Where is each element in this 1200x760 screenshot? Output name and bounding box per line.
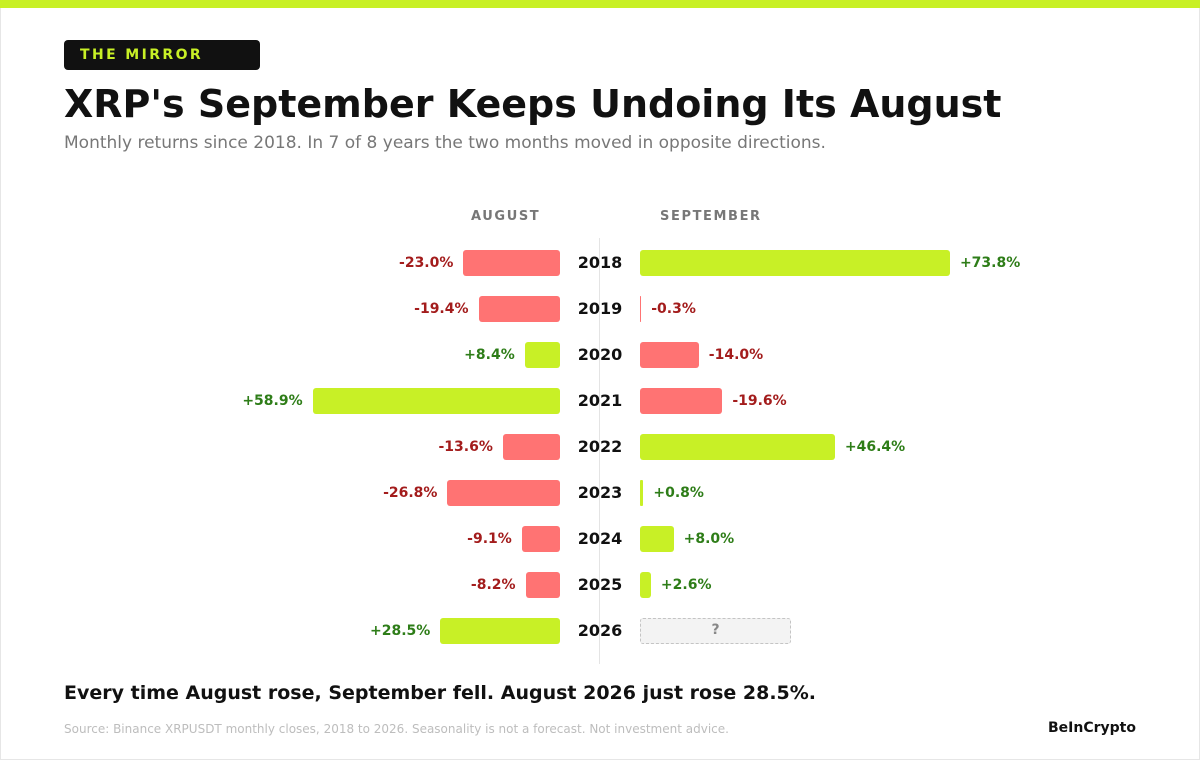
center-axis-line [599, 238, 600, 664]
september-value-2020: -14.0% [708, 347, 764, 363]
august-bar-2019 [478, 296, 560, 322]
august-value-2020: +8.4% [464, 347, 515, 363]
august-bar-2022 [502, 434, 560, 460]
august-value-2018: -23.0% [399, 255, 454, 271]
september-bar-2020 [640, 342, 699, 368]
august-value-2024: -9.1% [467, 531, 512, 547]
september-value-2021: -19.6% [732, 393, 787, 409]
year-label-2019: 2019 [577, 299, 623, 318]
august-bar-2025 [525, 572, 560, 598]
september-value-2025: +2.6% [660, 577, 712, 593]
august-value-2019: -19.4% [414, 301, 469, 317]
chart-subtitle: Monthly returns since 2018. In 7 of 8 ye… [64, 133, 826, 153]
august-bar-2018 [463, 250, 560, 276]
year-label-2020: 2020 [577, 345, 623, 364]
year-label-2025: 2025 [577, 575, 623, 594]
august-value-2023: -26.8% [383, 485, 438, 501]
key-takeaway: Every time August rose, September fell. … [64, 682, 817, 704]
september-value-2022: +46.4% [844, 439, 906, 455]
august-bar-2024 [521, 526, 560, 552]
year-label-2026: 2026 [577, 621, 623, 640]
chart-title: XRP's September Keeps Undoing Its August [64, 82, 1002, 126]
september-bar-2025 [640, 572, 651, 598]
year-label-2024: 2024 [577, 529, 623, 548]
source-note: Source: Binance XRPUSDT monthly closes, … [64, 722, 729, 736]
september-bar-2021 [640, 388, 723, 414]
column-header-august: AUGUST [471, 209, 541, 224]
year-label-2018: 2018 [577, 253, 623, 272]
september-value-2018: +73.8% [959, 255, 1021, 271]
accent-top-bar [0, 0, 1200, 8]
september-bar-2024 [640, 526, 674, 552]
year-label-2023: 2023 [577, 483, 623, 502]
august-value-2026: +28.5% [370, 623, 431, 639]
september-bar-2018 [640, 250, 950, 276]
september-bar-2022 [640, 434, 835, 460]
section-badge: THE MIRROR [64, 40, 260, 70]
august-value-2021: +58.9% [242, 393, 303, 409]
september-unknown-2026: ? [640, 618, 791, 644]
august-value-2025: -8.2% [470, 577, 516, 593]
september-value-2024: +8.0% [683, 531, 735, 547]
september-value-2019: -0.3% [651, 301, 696, 317]
september-value-2023: +0.8% [653, 485, 704, 501]
year-label-2022: 2022 [577, 437, 623, 456]
september-bar-2023 [640, 480, 644, 506]
year-label-2021: 2021 [577, 391, 623, 410]
august-bar-2021 [312, 388, 560, 414]
august-bar-2026 [440, 618, 560, 644]
brand-logo: BeInCrypto [1048, 720, 1136, 736]
september-bar-2019 [640, 296, 642, 322]
august-value-2022: -13.6% [438, 439, 493, 455]
column-header-september: SEPTEMBER [660, 209, 762, 224]
august-bar-2023 [447, 480, 560, 506]
august-bar-2020 [524, 342, 560, 368]
